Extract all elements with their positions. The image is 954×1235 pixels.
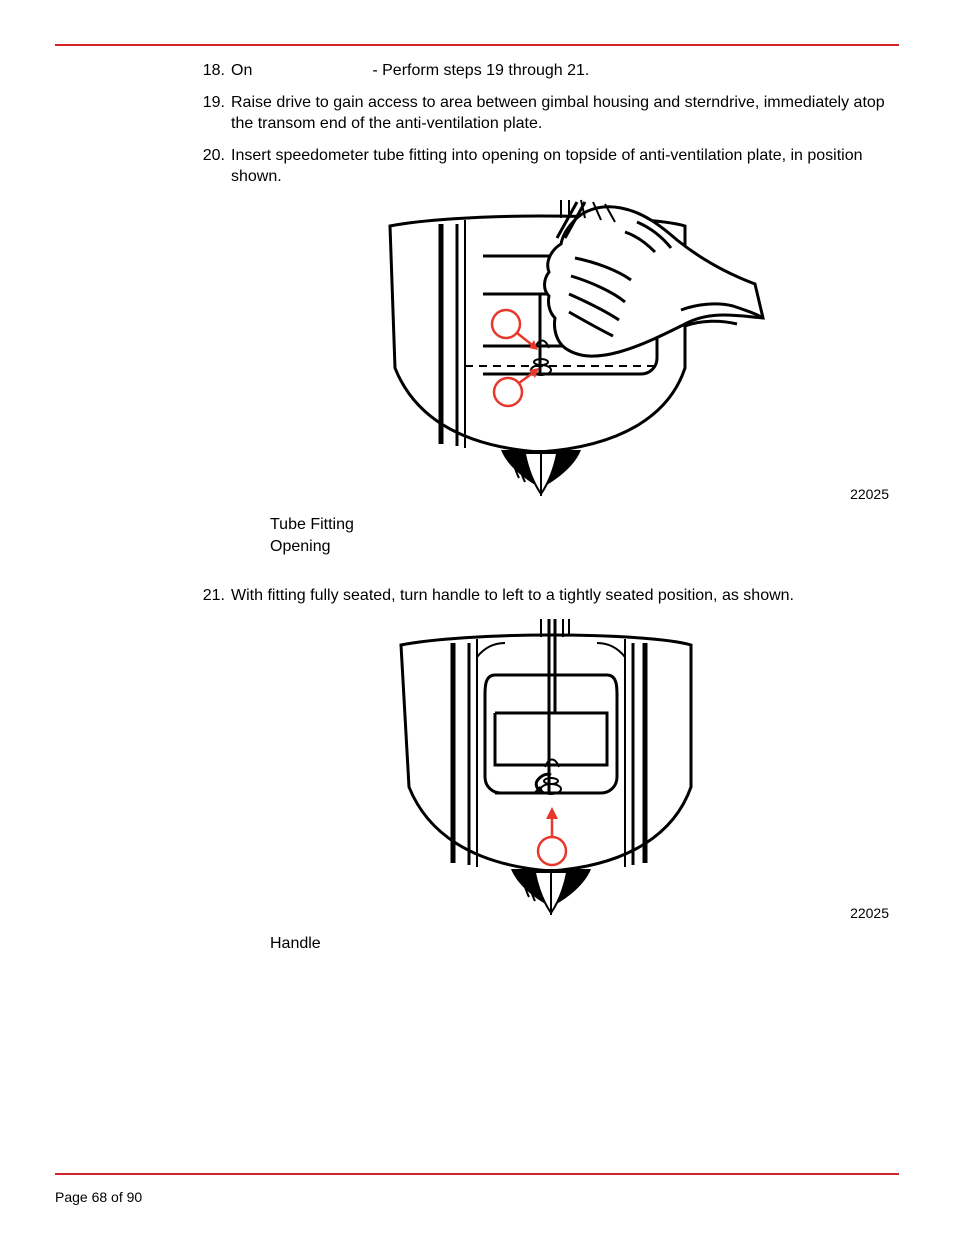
top-rule <box>55 44 899 46</box>
step-number: 19. <box>195 92 231 135</box>
step-21: 21. With fitting fully seated, turn hand… <box>195 585 894 607</box>
step-18-suffix: - Perform steps 19 through 21. <box>372 62 589 79</box>
figure-2-caption: Handle <box>270 933 894 955</box>
figure-2-caption-line1: Handle <box>270 935 321 952</box>
step-20: 20. Insert speedometer tube fitting into… <box>195 145 894 188</box>
figure-1: 22025 <box>195 198 894 508</box>
step-number: 18. <box>195 60 231 82</box>
step-text: With fitting fully seated, turn handle t… <box>231 585 894 607</box>
step-text: Insert speedometer tube fitting into ope… <box>231 145 894 188</box>
page: 18. On - Perform steps 19 through 21. 19.… <box>0 0 954 1235</box>
figure-1-caption-line1: Tube Fitting <box>270 516 354 533</box>
step-18-prefix: On <box>231 62 252 79</box>
figure-2: 22025 <box>195 617 894 927</box>
step-text: On - Perform steps 19 through 21. <box>231 60 894 82</box>
page-footer: Page 68 of 90 <box>55 1189 142 1205</box>
figure-1-svg <box>325 198 765 498</box>
bottom-rule <box>55 1173 899 1175</box>
figure-2-number: 22025 <box>850 905 889 921</box>
figure-1-caption: Tube Fitting Opening <box>270 514 894 557</box>
step-number: 20. <box>195 145 231 188</box>
figure-2-svg <box>345 617 745 917</box>
step-18: 18. On - Perform steps 19 through 21. <box>195 60 894 82</box>
step-19: 19. Raise drive to gain access to area b… <box>195 92 894 135</box>
figure-1-caption-line2: Opening <box>270 538 331 555</box>
step-text: Raise drive to gain access to area betwe… <box>231 92 894 135</box>
figure-1-number: 22025 <box>850 486 889 502</box>
step-number: 21. <box>195 585 231 607</box>
content-area: 18. On - Perform steps 19 through 21. 19.… <box>195 60 894 982</box>
